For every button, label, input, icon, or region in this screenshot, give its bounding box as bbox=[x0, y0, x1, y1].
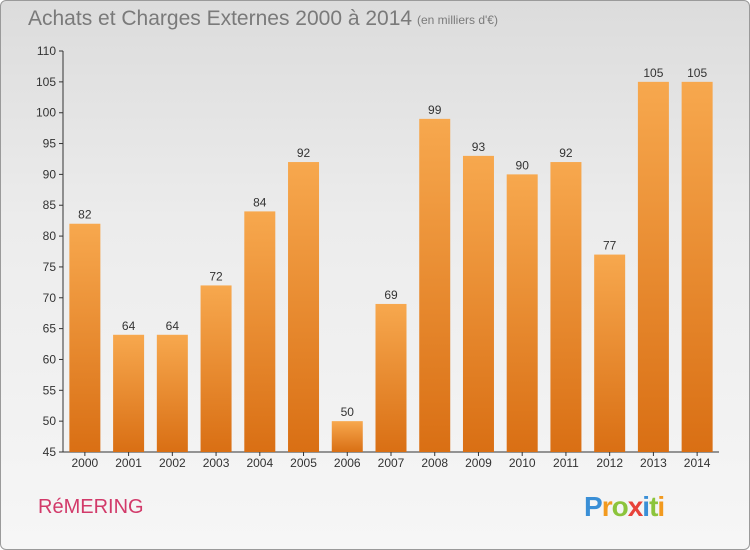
bar-2000 bbox=[69, 223, 101, 452]
proxiti-logo: Proxiti bbox=[584, 491, 665, 523]
x-tick-label: 2006 bbox=[334, 456, 361, 470]
data-label-2006: 50 bbox=[341, 405, 355, 419]
y-tick-label: 65 bbox=[43, 322, 57, 336]
data-label-2000: 82 bbox=[78, 208, 92, 222]
bar-2003 bbox=[200, 285, 232, 452]
chart-title: Achats et Charges Externes 2000 à 2014 bbox=[28, 7, 413, 30]
y-tick-label: 70 bbox=[43, 291, 57, 305]
logo-letter: x bbox=[627, 491, 644, 522]
data-label-2008: 99 bbox=[428, 103, 442, 117]
x-tick-label: 2009 bbox=[465, 456, 492, 470]
bar-2004 bbox=[244, 211, 276, 452]
x-tick-label: 2008 bbox=[421, 456, 448, 470]
x-tick-label: 2014 bbox=[684, 456, 711, 470]
x-tick-label: 2011 bbox=[553, 456, 579, 470]
y-tick-label: 95 bbox=[43, 137, 57, 151]
data-label-2014: 105 bbox=[687, 66, 707, 80]
data-label-2009: 93 bbox=[472, 140, 486, 154]
y-tick-label: 55 bbox=[43, 383, 57, 397]
data-label-2005: 92 bbox=[297, 146, 311, 160]
x-tick-label: 2004 bbox=[246, 456, 273, 470]
bar-2010 bbox=[506, 174, 538, 452]
data-label-2001: 64 bbox=[122, 319, 136, 333]
x-tick-label: 2002 bbox=[159, 456, 186, 470]
chart-subtitle: (en milliers d'€) bbox=[417, 13, 498, 27]
logo-letter: t bbox=[649, 491, 658, 522]
bar-2012 bbox=[594, 254, 626, 452]
data-label-2010: 90 bbox=[516, 158, 530, 172]
data-labels: 82 64 64 72 84 92 50 69 99 93 90 92 77 105 105 bbox=[78, 66, 707, 419]
bar-2011 bbox=[550, 162, 582, 453]
bar-2009 bbox=[462, 155, 494, 452]
x-tick-label: 2007 bbox=[378, 456, 405, 470]
y-tick-label: 90 bbox=[43, 167, 57, 181]
bar-2006 bbox=[331, 421, 363, 452]
y-tick-label: 75 bbox=[43, 260, 57, 274]
x-tick-label: 2005 bbox=[290, 456, 317, 470]
y-tick-label: 85 bbox=[43, 198, 57, 212]
data-label-2011: 92 bbox=[559, 146, 573, 160]
y-tick-label: 105 bbox=[36, 75, 56, 89]
x-tick-label: 2010 bbox=[509, 456, 536, 470]
logo-letter: r bbox=[601, 491, 613, 522]
bar-2005 bbox=[288, 162, 320, 453]
logo-letter: P bbox=[584, 491, 603, 522]
data-label-2012: 77 bbox=[603, 239, 617, 253]
x-tick-label: 2001 bbox=[115, 456, 142, 470]
data-label-2004: 84 bbox=[253, 195, 267, 209]
commune-name: RéMERING bbox=[38, 496, 144, 518]
x-tick-label: 2013 bbox=[640, 456, 667, 470]
data-label-2007: 69 bbox=[384, 288, 398, 302]
bar-2014 bbox=[681, 81, 713, 452]
y-tick-label: 100 bbox=[36, 106, 56, 120]
x-tick-label: 2012 bbox=[596, 456, 623, 470]
logo-letter: o bbox=[611, 491, 629, 522]
logo-letter: i bbox=[657, 491, 665, 522]
x-tick-label: 2000 bbox=[72, 456, 99, 470]
y-tick-label: 45 bbox=[43, 445, 57, 459]
bar-2002 bbox=[156, 334, 188, 452]
bars bbox=[69, 81, 713, 453]
data-label-2013: 105 bbox=[643, 66, 663, 80]
data-label-2002: 64 bbox=[166, 319, 180, 333]
y-tick-label: 110 bbox=[37, 44, 56, 58]
y-tick-label: 50 bbox=[43, 414, 57, 428]
x-tick-label: 2003 bbox=[203, 456, 230, 470]
bar-2007 bbox=[375, 303, 407, 452]
bar-2008 bbox=[419, 118, 451, 452]
y-tick-label: 60 bbox=[43, 352, 57, 366]
bar-2001 bbox=[113, 334, 145, 452]
y-tick-label: 80 bbox=[43, 229, 57, 243]
logo-letter: i bbox=[642, 491, 650, 522]
bar-2013 bbox=[637, 81, 669, 452]
data-label-2003: 72 bbox=[209, 269, 223, 283]
